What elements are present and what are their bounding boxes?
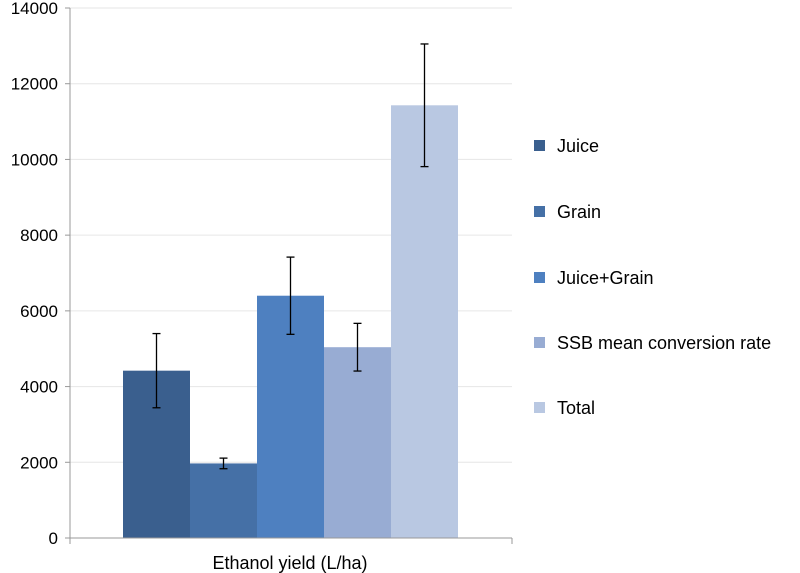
y-tick-label: 14000 xyxy=(11,0,58,18)
legend-swatch xyxy=(534,272,545,283)
error-bar xyxy=(353,322,362,372)
bars xyxy=(123,105,458,539)
error-bar xyxy=(219,457,228,470)
legend-item[interactable]: Total xyxy=(534,398,595,418)
y-tick-label: 10000 xyxy=(11,150,58,169)
legend[interactable]: Juice Grain Juice+Grain SSB mean conversion… xyxy=(534,136,771,418)
bar-total xyxy=(391,105,458,539)
legend-swatch xyxy=(534,140,545,151)
error-bar xyxy=(152,332,161,409)
y-tick-labels: 0 2000 4000 6000 8000 10000 12000 14000 xyxy=(11,0,58,548)
legend-swatch xyxy=(534,402,545,413)
legend-label: Grain xyxy=(557,202,601,222)
error-bar xyxy=(286,256,295,335)
legend-item[interactable]: SSB mean conversion rate xyxy=(534,333,771,353)
legend-label: Total xyxy=(557,398,595,418)
y-tick-label: 8000 xyxy=(20,226,58,245)
y-tick-label: 2000 xyxy=(20,453,58,472)
legend-item[interactable]: Grain xyxy=(534,202,601,222)
bar-ssb-mean-conversion-rate xyxy=(324,347,391,538)
legend-label: Juice+Grain xyxy=(557,268,654,288)
error-bar xyxy=(420,43,429,168)
legend-item[interactable]: Juice xyxy=(534,136,599,156)
error-bars xyxy=(152,43,429,470)
bar-juice-grain xyxy=(257,295,324,538)
x-axis-label: Ethanol yield (L/ha) xyxy=(212,553,367,573)
y-tick-label: 6000 xyxy=(20,302,58,321)
y-tick-label: 4000 xyxy=(20,378,58,397)
legend-swatch xyxy=(534,206,545,217)
bar-grain xyxy=(190,463,257,538)
y-tick-label: 12000 xyxy=(11,75,58,94)
legend-item[interactable]: Juice+Grain xyxy=(534,268,654,288)
legend-label: Juice xyxy=(557,136,599,156)
axes xyxy=(65,7,513,544)
y-tick-label: 0 xyxy=(49,529,58,548)
legend-label: SSB mean conversion rate xyxy=(557,333,771,353)
legend-swatch xyxy=(534,337,545,348)
